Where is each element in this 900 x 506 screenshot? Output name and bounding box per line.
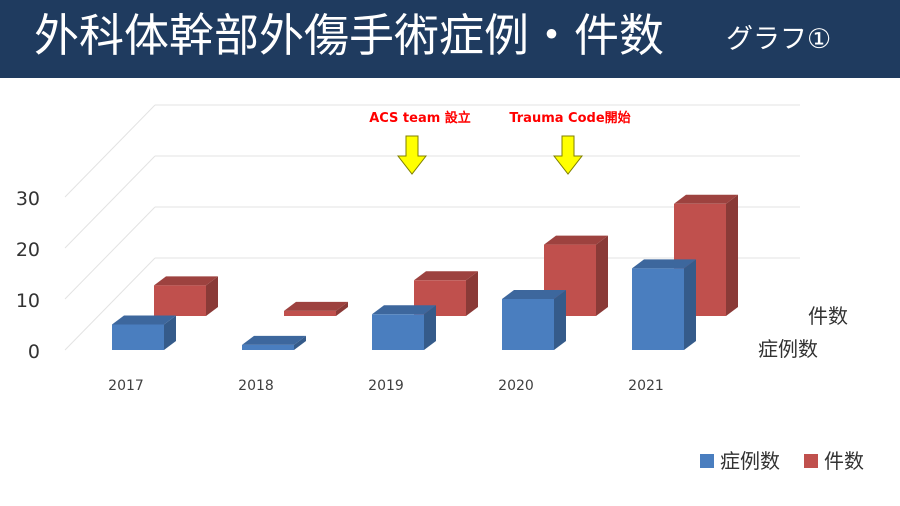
bar-count-side: [596, 235, 608, 316]
bar-count-side: [726, 194, 738, 316]
bar-cases-side: [554, 290, 566, 350]
gridline-side: [64, 155, 156, 249]
bar-count-top: [414, 271, 478, 281]
x-tick-label: 2021: [628, 378, 664, 394]
bar-count-side: [466, 271, 478, 316]
bar-cases: [372, 314, 424, 350]
y-tick-label: 30: [16, 188, 40, 210]
y-tick-label: 20: [16, 239, 40, 261]
y-tick-label: 10: [16, 290, 40, 312]
legend-label: 件数: [824, 449, 864, 473]
bar-count-side: [206, 276, 218, 316]
annotation-arrow-icon: [396, 135, 428, 175]
bar-cases-top: [112, 315, 176, 325]
bar-cases-top: [502, 290, 566, 299]
legend-label: 症例数: [720, 449, 780, 473]
annotation-arrow-icon: [552, 135, 584, 175]
title-bar: 外科体幹部外傷手術症例・件数 グラフ①: [0, 0, 900, 78]
bar-cases-top: [632, 259, 696, 269]
annotation-label: ACS team 設立: [369, 110, 471, 126]
page-subtitle: グラフ①: [726, 24, 832, 55]
gridline-side: [64, 104, 156, 198]
bar-cases-side: [684, 259, 696, 350]
bar-count: [154, 285, 206, 316]
depth-label: 件数: [808, 304, 848, 328]
chart-area: 0 10 20 30 2017 2018 2019 2020 2021 件数 症例数 ACS team…: [0, 78, 900, 506]
bar-count-top: [284, 301, 348, 311]
bar-count-side: [336, 301, 348, 316]
y-tick-label: 0: [28, 341, 40, 363]
bar-count-top: [154, 276, 218, 286]
bar-count-top: [544, 235, 608, 245]
x-tick-label: 2019: [368, 378, 404, 394]
depth-label: 症例数: [758, 337, 818, 361]
x-tick-label: 2017: [108, 378, 144, 394]
bar-count-top: [674, 194, 738, 204]
bar-cases-top: [372, 305, 436, 315]
bar-cases: [632, 268, 684, 350]
bar-cases: [242, 344, 294, 350]
bar-cases-top: [242, 335, 306, 345]
bar-cases: [112, 324, 164, 350]
page-title: 外科体幹部外傷手術症例・件数: [34, 9, 665, 62]
annotation-label: Trauma Code開始: [509, 110, 630, 126]
bar-cases-side: [164, 315, 176, 350]
bar-count: [284, 310, 336, 316]
x-tick-label: 2020: [498, 378, 534, 394]
legend-swatch: [804, 454, 818, 468]
legend-swatch: [700, 454, 714, 468]
gridline-side: [64, 206, 156, 300]
gridline-side: [64, 257, 156, 351]
bar-cases-side: [424, 305, 436, 350]
x-tick-label: 2018: [238, 378, 274, 394]
bar-cases-side: [294, 335, 306, 350]
bar-cases: [502, 299, 554, 350]
